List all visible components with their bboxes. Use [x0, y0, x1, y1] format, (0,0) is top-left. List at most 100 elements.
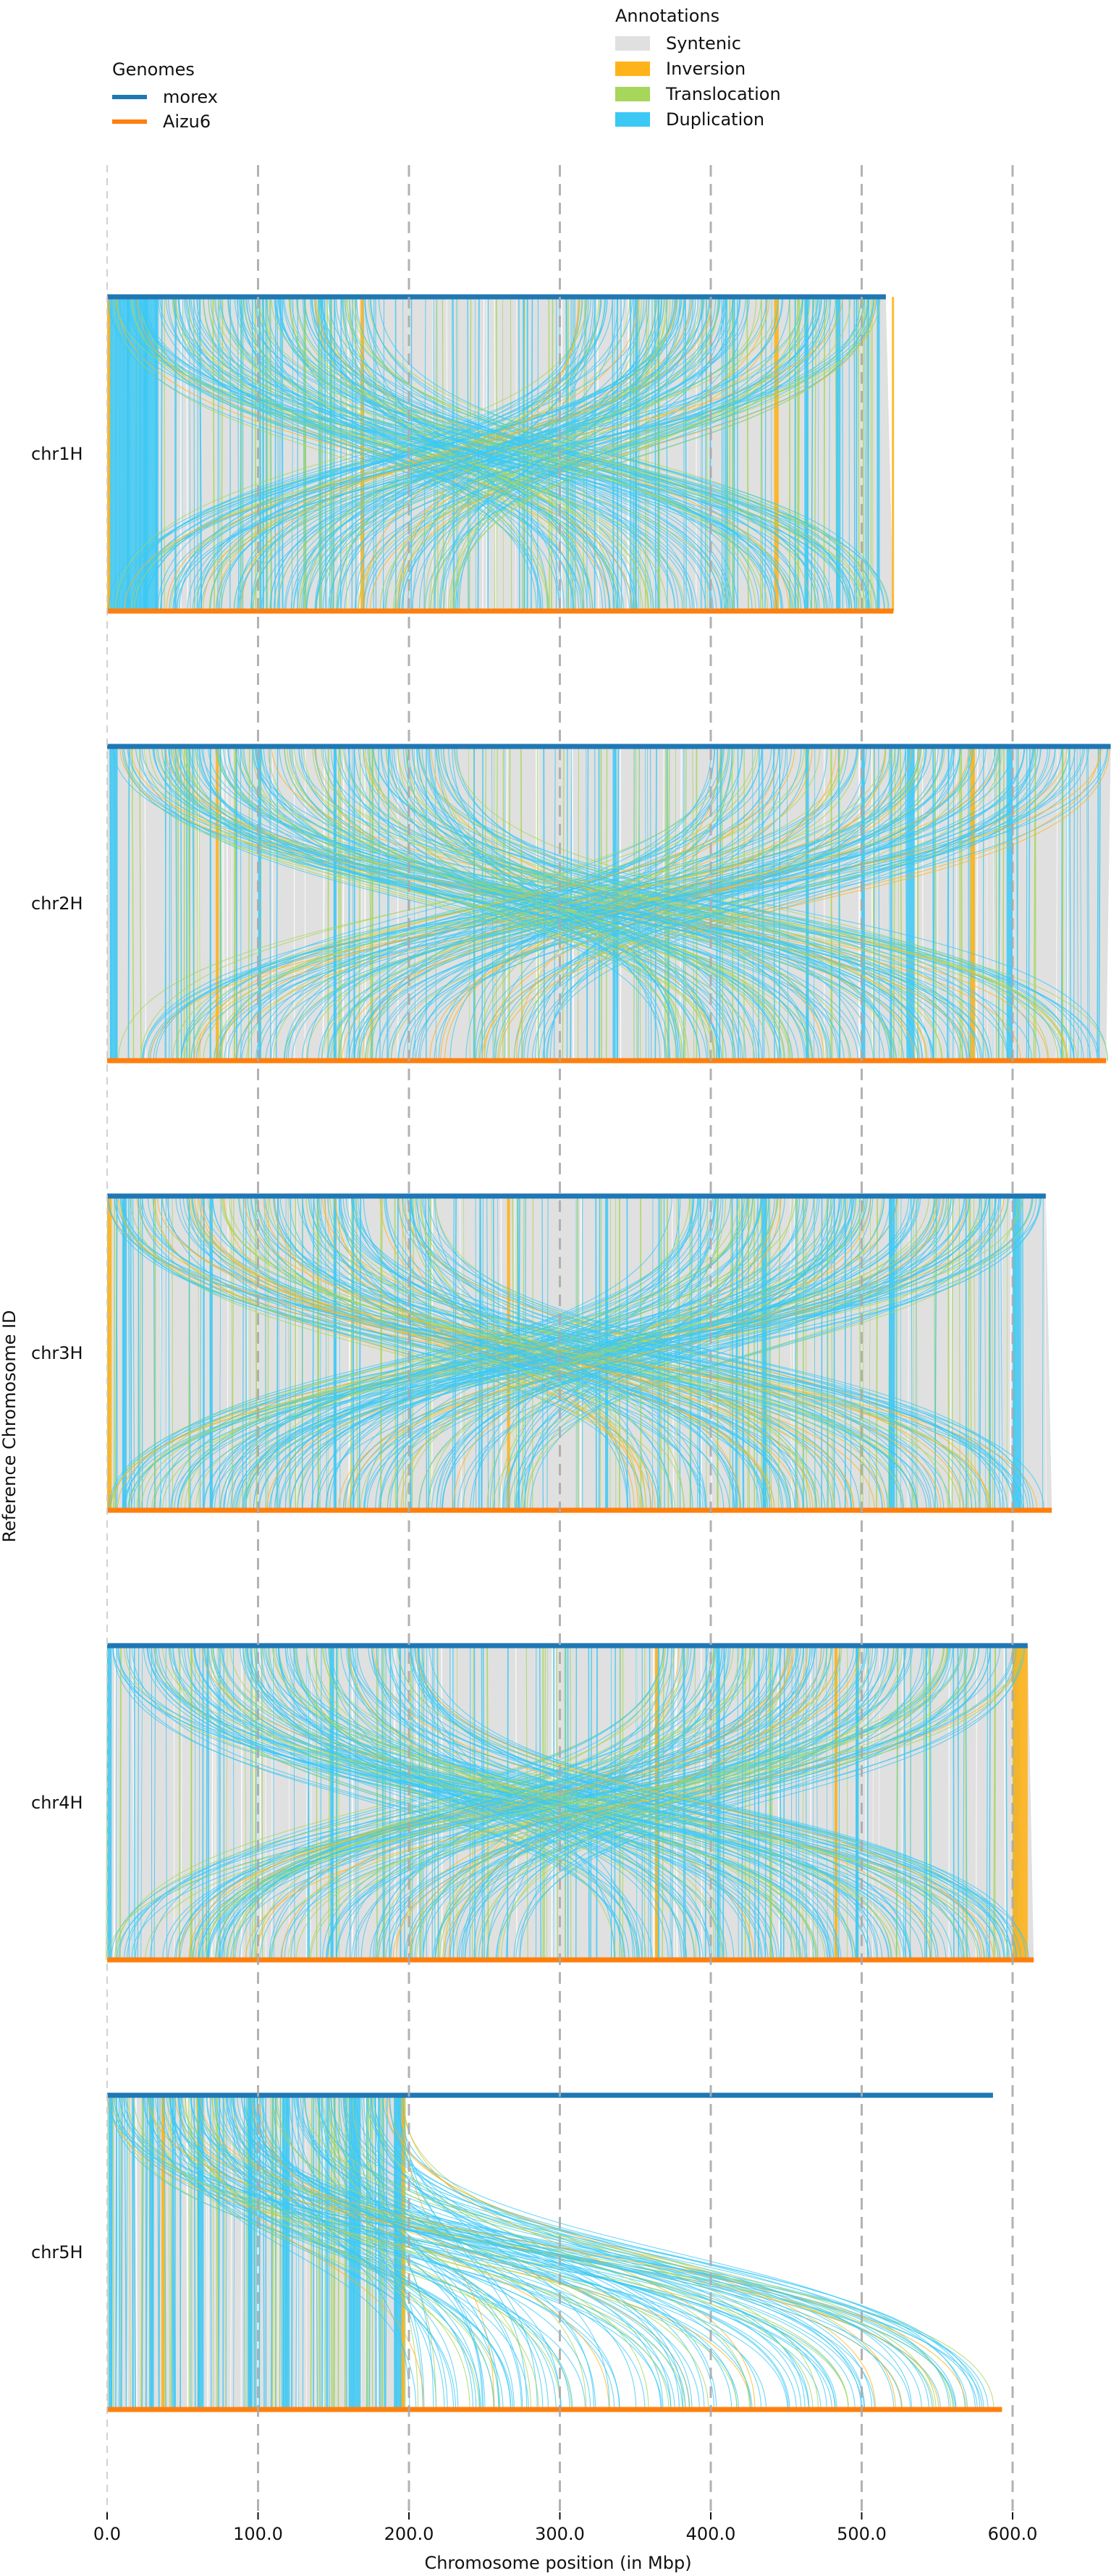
alignment-line: [355, 1645, 357, 1961]
alignment-curve: [359, 746, 802, 1061]
alignment-line: [957, 1645, 960, 1961]
alignment-curve: [122, 1195, 732, 1511]
duplication-band: [198, 2095, 204, 2409]
alignment-curve: [177, 1195, 851, 1511]
alignment-line: [1066, 746, 1068, 1061]
alignment-curve: [256, 2095, 481, 2410]
alignment-line: [135, 2095, 138, 2410]
alignment-line: [378, 746, 381, 1061]
alignment-line: [196, 746, 199, 1061]
alignment-line: [250, 1645, 252, 1961]
alignment-line: [633, 296, 635, 612]
alignment-curve: [143, 746, 980, 1061]
alignment-curve: [370, 296, 877, 612]
alignment-curve: [220, 1195, 761, 1511]
alignment-curve: [132, 296, 683, 612]
alignment-line: [838, 1645, 840, 1961]
alignment-curve: [172, 296, 574, 612]
alignment-curve: [360, 1195, 845, 1511]
alignment-line: [128, 2095, 131, 2410]
alignment-line: [244, 1645, 247, 1961]
alignment-curve: [276, 2095, 709, 2410]
alignment-line: [903, 1645, 906, 1961]
alignment-curve: [243, 2095, 875, 2410]
alignment-line: [992, 1195, 993, 1511]
alignment-curve: [212, 1195, 765, 1511]
alignment-line: [932, 746, 934, 1061]
legend-swatch-inversion: [615, 62, 650, 76]
alignment-curve: [262, 2095, 690, 2410]
duplication-band: [109, 2095, 112, 2409]
alignment-line: [782, 1645, 785, 1961]
alignment-curve: [190, 2095, 481, 2410]
alignment-curve: [475, 1645, 871, 1961]
alignment-curve: [191, 1195, 918, 1511]
x-tick-label: 0.0: [93, 2524, 121, 2544]
alignment-line: [722, 1645, 725, 1961]
alignment-curve: [152, 1195, 675, 1511]
alignment-line: [240, 2095, 242, 2410]
alignment-curve: [177, 2095, 675, 2410]
alignment-line: [340, 296, 342, 612]
alignment-line: [366, 2095, 368, 2410]
alignment-curve: [448, 746, 809, 1061]
alignment-curve: [199, 2095, 967, 2410]
alignment-line: [106, 1645, 108, 1961]
chromosome-panel-chr1H: chr1H: [31, 294, 895, 614]
x-tick-label: 200.0: [384, 2524, 434, 2544]
alignment-line: [305, 1645, 308, 1961]
inversion-band: [161, 2095, 165, 2409]
alignment-curve: [174, 1645, 867, 1961]
alignment-line: [858, 1195, 861, 1511]
alignment-curve: [292, 296, 717, 612]
duplication-band: [856, 1646, 859, 1960]
alignment-curve: [417, 1645, 879, 1961]
alignment-curve: [344, 2095, 976, 2410]
alignment-line: [798, 1645, 800, 1961]
alignment-curve: [139, 746, 707, 1061]
alignment-curve: [214, 2095, 529, 2410]
alignment-curve: [211, 1195, 1032, 1511]
alignment-curve: [218, 746, 968, 1061]
alignment-curve: [237, 2095, 863, 2410]
alignment-curve: [366, 746, 859, 1061]
legend-swatch-syntenic: [615, 36, 650, 51]
alignment-curve: [143, 1645, 769, 1961]
alignment-line: [118, 2095, 121, 2410]
alignment-curve: [379, 296, 811, 612]
inversion-band: [107, 1196, 112, 1510]
alignment-line: [770, 1645, 774, 1961]
alignment-line: [127, 1195, 130, 1511]
inversion-band: [892, 297, 895, 611]
alignment-curve: [439, 296, 662, 612]
alignment-curve: [378, 1645, 975, 1961]
alignment-curve: [415, 1195, 1031, 1511]
alignment-line: [1028, 746, 1031, 1061]
duplication-band: [907, 746, 915, 1061]
duplication-band: [122, 1196, 127, 1510]
alignment-curve: [109, 2095, 586, 2410]
alignment-curve: [256, 746, 858, 1061]
alignment-line: [113, 1195, 116, 1511]
alignment-curve: [232, 1195, 987, 1511]
alignment-line: [279, 2095, 282, 2410]
alignment-curve: [437, 1645, 740, 1961]
alignment-curve: [187, 296, 643, 612]
alignment-line: [1002, 746, 1005, 1061]
inversion-band: [107, 297, 111, 611]
alignment-curve: [352, 1645, 1005, 1961]
alignment-curve: [314, 746, 760, 1061]
alignment-curve: [407, 1195, 1005, 1511]
alignment-curve: [366, 2095, 895, 2410]
alignment-line: [141, 2095, 144, 2410]
alignment-curve: [329, 746, 954, 1061]
alignment-line: [157, 2095, 160, 2410]
alignment-line: [380, 1195, 383, 1511]
alignment-curve: [155, 746, 927, 1061]
chromosome-panel-chr5H: chr5H: [31, 2092, 1002, 2412]
alignment-line: [368, 746, 372, 1061]
alignment-curve: [421, 1195, 976, 1511]
x-tick-label: 600.0: [988, 2524, 1038, 2544]
alignment-line: [376, 1645, 378, 1961]
alignment-curve: [464, 1645, 696, 1961]
